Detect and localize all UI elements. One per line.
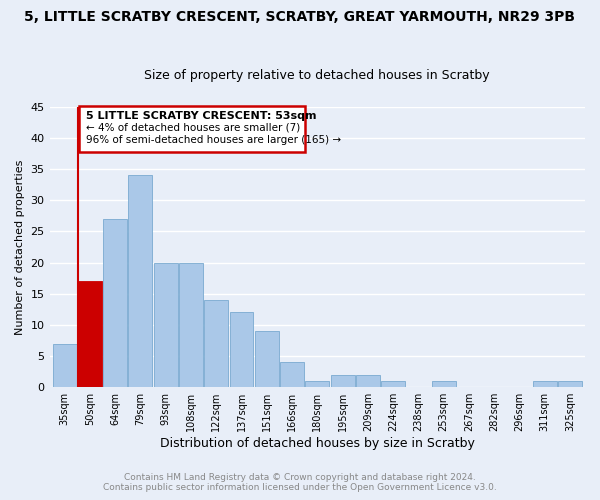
Bar xyxy=(280,362,304,387)
Bar xyxy=(305,381,329,387)
Title: Size of property relative to detached houses in Scratby: Size of property relative to detached ho… xyxy=(145,69,490,82)
Bar xyxy=(533,381,557,387)
Text: Contains HM Land Registry data © Crown copyright and database right 2024.: Contains HM Land Registry data © Crown c… xyxy=(124,474,476,482)
Bar xyxy=(230,312,253,387)
FancyBboxPatch shape xyxy=(79,106,305,152)
Bar xyxy=(255,331,279,387)
Text: 96% of semi-detached houses are larger (165) →: 96% of semi-detached houses are larger (… xyxy=(86,136,341,145)
X-axis label: Distribution of detached houses by size in Scratby: Distribution of detached houses by size … xyxy=(160,437,475,450)
Bar xyxy=(331,374,355,387)
Text: 5 LITTLE SCRATBY CRESCENT: 53sqm: 5 LITTLE SCRATBY CRESCENT: 53sqm xyxy=(86,110,317,120)
Y-axis label: Number of detached properties: Number of detached properties xyxy=(15,160,25,334)
Text: ← 4% of detached houses are smaller (7): ← 4% of detached houses are smaller (7) xyxy=(86,123,301,133)
Bar xyxy=(558,381,582,387)
Bar xyxy=(103,219,127,387)
Bar xyxy=(78,282,102,387)
Bar xyxy=(53,344,77,387)
Text: 5, LITTLE SCRATBY CRESCENT, SCRATBY, GREAT YARMOUTH, NR29 3PB: 5, LITTLE SCRATBY CRESCENT, SCRATBY, GRE… xyxy=(25,10,575,24)
Bar xyxy=(154,262,178,387)
Text: Contains public sector information licensed under the Open Government Licence v3: Contains public sector information licen… xyxy=(103,484,497,492)
Bar xyxy=(179,262,203,387)
Bar xyxy=(431,381,455,387)
Bar xyxy=(128,176,152,387)
Bar xyxy=(204,300,228,387)
Bar xyxy=(356,374,380,387)
Bar xyxy=(381,381,405,387)
